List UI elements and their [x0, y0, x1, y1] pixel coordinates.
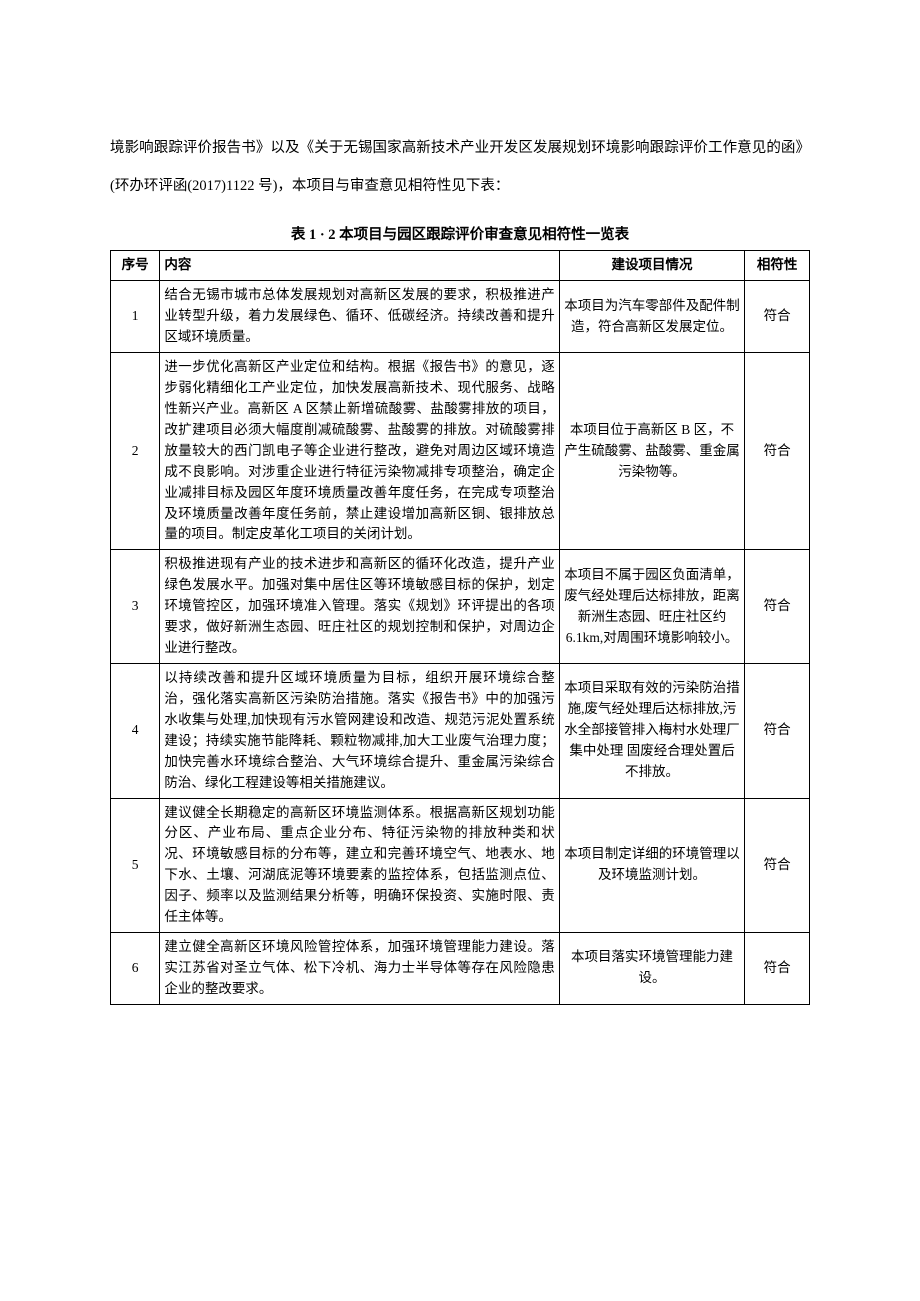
cell-conform: 符合 — [745, 353, 810, 550]
cell-situation: 本项目不属于园区负面清单，废气经处理后达标排放，距离新洲生态园、旺庄社区约6.1… — [559, 550, 745, 664]
table-caption: 表 1 · 2 本项目与园区跟踪评价审查意见相符性一览表 — [110, 223, 810, 244]
table-row: 1 结合无锡市城市总体发展规划对高新区发展的要求，积极推进产业转型升级，着力发展… — [111, 281, 810, 353]
cell-seq: 5 — [111, 798, 160, 933]
cell-situation: 本项目制定详细的环境管理以及环境监测计划。 — [559, 798, 745, 933]
cell-conform: 符合 — [745, 933, 810, 1005]
cell-conform: 符合 — [745, 281, 810, 353]
cell-seq: 4 — [111, 663, 160, 798]
cell-conform: 符合 — [745, 798, 810, 933]
cell-content: 建立健全高新区环境风险管控体系，加强环境管理能力建设。落实江苏省对圣立气体、松下… — [160, 933, 559, 1005]
table-row: 2 进一步优化高新区产业定位和结构。根据《报告书》的意见，逐步弱化精细化工产业定… — [111, 353, 810, 550]
cell-situation: 本项目为汽车零部件及配件制造，符合高新区发展定位。 — [559, 281, 745, 353]
header-content: 内容 — [160, 251, 559, 281]
table-header-row: 序号 内容 建设项目情况 相符性 — [111, 251, 810, 281]
conformity-table: 序号 内容 建设项目情况 相符性 1 结合无锡市城市总体发展规划对高新区发展的要… — [110, 250, 810, 1004]
header-situation: 建设项目情况 — [559, 251, 745, 281]
table-row: 3 积极推进现有产业的技术进步和高新区的循环化改造，提升产业绿色发展水平。加强对… — [111, 550, 810, 664]
cell-conform: 符合 — [745, 663, 810, 798]
cell-seq: 1 — [111, 281, 160, 353]
cell-content: 积极推进现有产业的技术进步和高新区的循环化改造，提升产业绿色发展水平。加强对集中… — [160, 550, 559, 664]
cell-conform: 符合 — [745, 550, 810, 664]
cell-situation: 本项目落实环境管理能力建设。 — [559, 933, 745, 1005]
header-conform: 相符性 — [745, 251, 810, 281]
cell-seq: 2 — [111, 353, 160, 550]
table-row: 5 建议健全长期稳定的高新区环境监测体系。根据高新区规划功能分区、产业布局、重点… — [111, 798, 810, 933]
table-row: 6 建立健全高新区环境风险管控体系，加强环境管理能力建设。落实江苏省对圣立气体、… — [111, 933, 810, 1005]
cell-content: 以持续改善和提升区域环境质量为目标，组织开展环境综合整治，强化落实高新区污染防治… — [160, 663, 559, 798]
cell-content: 进一步优化高新区产业定位和结构。根据《报告书》的意见，逐步弱化精细化工产业定位，… — [160, 353, 559, 550]
cell-content: 结合无锡市城市总体发展规划对高新区发展的要求，积极推进产业转型升级，着力发展绿色… — [160, 281, 559, 353]
cell-content: 建议健全长期稳定的高新区环境监测体系。根据高新区规划功能分区、产业布局、重点企业… — [160, 798, 559, 933]
table-row: 4 以持续改善和提升区域环境质量为目标，组织开展环境综合整治，强化落实高新区污染… — [111, 663, 810, 798]
cell-situation: 本项目采取有效的污染防治措施,废气经处理后达标排放,污水全部接管排入梅村水处理厂… — [559, 663, 745, 798]
cell-situation: 本项目位于高新区 B 区，不产生硫酸雾、盐酸雾、重金属污染物等。 — [559, 353, 745, 550]
header-seq: 序号 — [111, 251, 160, 281]
cell-seq: 6 — [111, 933, 160, 1005]
intro-paragraph: 境影响跟踪评价报告书》以及《关于无锡国家高新技术产业开发区发展规划环境影响跟踪评… — [110, 130, 810, 205]
cell-seq: 3 — [111, 550, 160, 664]
